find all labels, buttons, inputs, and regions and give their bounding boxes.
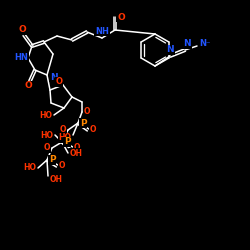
Text: HO: HO bbox=[24, 164, 36, 172]
Text: HO: HO bbox=[40, 110, 52, 120]
Text: O: O bbox=[44, 144, 50, 152]
Text: HO: HO bbox=[58, 134, 71, 142]
Text: O: O bbox=[56, 78, 62, 86]
Text: OH: OH bbox=[70, 148, 82, 158]
Text: N: N bbox=[166, 46, 174, 54]
Text: HN: HN bbox=[14, 54, 28, 62]
Text: P: P bbox=[49, 156, 55, 164]
Text: N: N bbox=[183, 40, 191, 48]
Text: N: N bbox=[50, 72, 58, 82]
Text: O: O bbox=[59, 162, 65, 170]
Text: HO: HO bbox=[40, 130, 54, 140]
Text: P: P bbox=[64, 138, 70, 146]
Text: OH: OH bbox=[50, 176, 62, 184]
Text: O: O bbox=[74, 144, 80, 152]
Text: O: O bbox=[18, 26, 26, 35]
Text: O: O bbox=[24, 82, 32, 90]
Text: O: O bbox=[117, 12, 125, 22]
Text: N⁻: N⁻ bbox=[199, 38, 211, 48]
Text: O: O bbox=[90, 126, 96, 134]
Text: P: P bbox=[80, 118, 86, 128]
Text: O: O bbox=[60, 126, 66, 134]
Text: O: O bbox=[84, 108, 90, 116]
Text: NH: NH bbox=[95, 26, 109, 36]
